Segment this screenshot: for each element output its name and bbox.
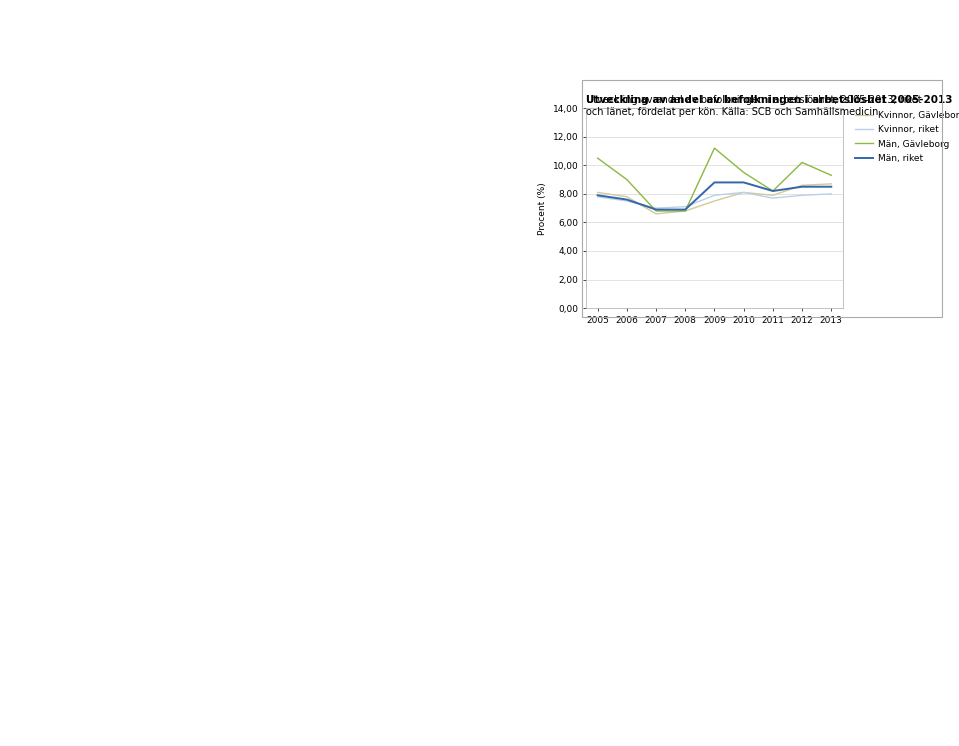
Text: 2. Länets förutsättningar: 2. Länets förutsättningar bbox=[12, 19, 289, 37]
Legend: Kvinnor, Gävleborg, Kvinnor, riket, Män, Gävleborg, Män, riket: Kvinnor, Gävleborg, Kvinnor, riket, Män,… bbox=[855, 110, 959, 163]
Y-axis label: Procent (%): Procent (%) bbox=[538, 182, 547, 234]
Text: Utveckling av andel av befolkningen i arbetslöshet 2005-2013: Utveckling av andel av befolkningen i ar… bbox=[586, 95, 952, 104]
Text: Utveckling av andel av befolkningen i arbetslöshet, 2005-2013, riket
och länet, : Utveckling av andel av befolkningen i ar… bbox=[586, 95, 922, 117]
